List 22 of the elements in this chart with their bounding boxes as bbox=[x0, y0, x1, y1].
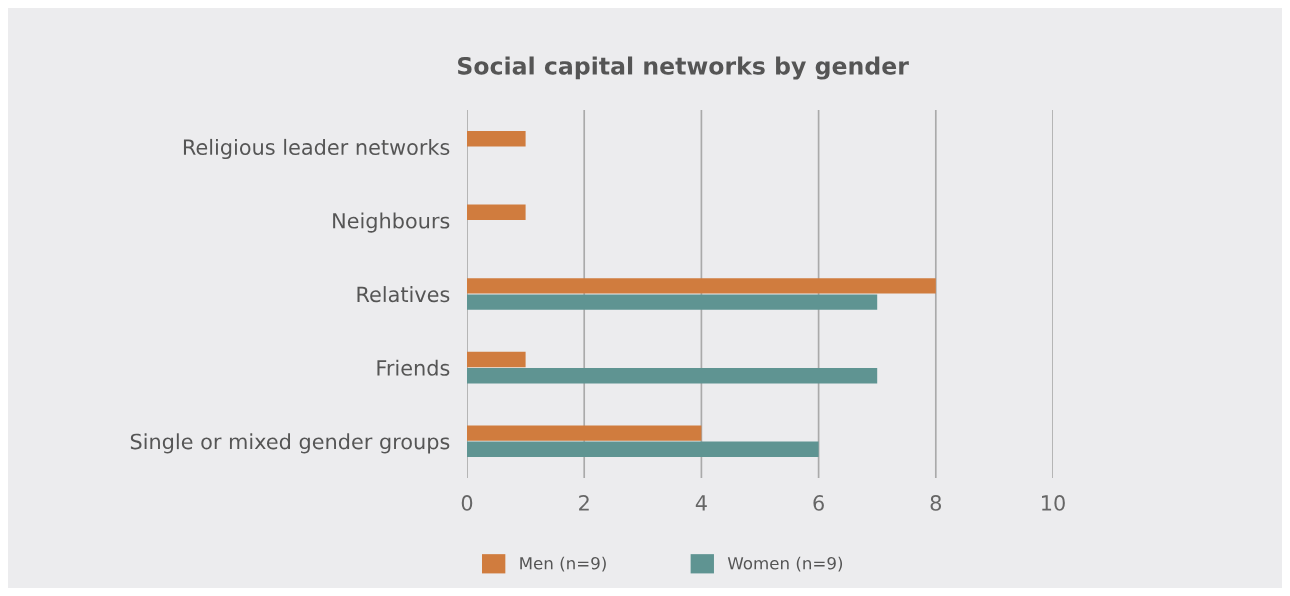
x-tick-label: 4 bbox=[695, 495, 707, 511]
y-tick-label: Single or mixed gender groups bbox=[130, 433, 450, 454]
y-tick-label: Neighbours bbox=[333, 212, 450, 233]
bar bbox=[467, 351, 526, 368]
x-tick-label: 10 bbox=[1042, 495, 1065, 511]
bar bbox=[467, 294, 878, 310]
legend-label: Women (n=9) bbox=[727, 556, 843, 572]
legend-label: Men (n=9) bbox=[520, 556, 606, 572]
bar bbox=[467, 204, 526, 220]
y-tick-label: Friends bbox=[377, 359, 450, 376]
bar bbox=[467, 425, 702, 441]
chart-title: Social capital networks by gender bbox=[458, 56, 909, 80]
x-tick-label: 6 bbox=[813, 495, 824, 511]
x-tick-label: 2 bbox=[579, 495, 589, 511]
x-tick-label: 0 bbox=[461, 495, 473, 511]
bar bbox=[467, 368, 878, 384]
y-tick-label: Relatives bbox=[357, 286, 450, 303]
x-tick-label: 8 bbox=[930, 495, 941, 511]
y-tick-label: Religious leader networks bbox=[183, 138, 450, 160]
bar bbox=[467, 278, 936, 294]
bar bbox=[467, 441, 819, 457]
bar bbox=[467, 131, 526, 147]
